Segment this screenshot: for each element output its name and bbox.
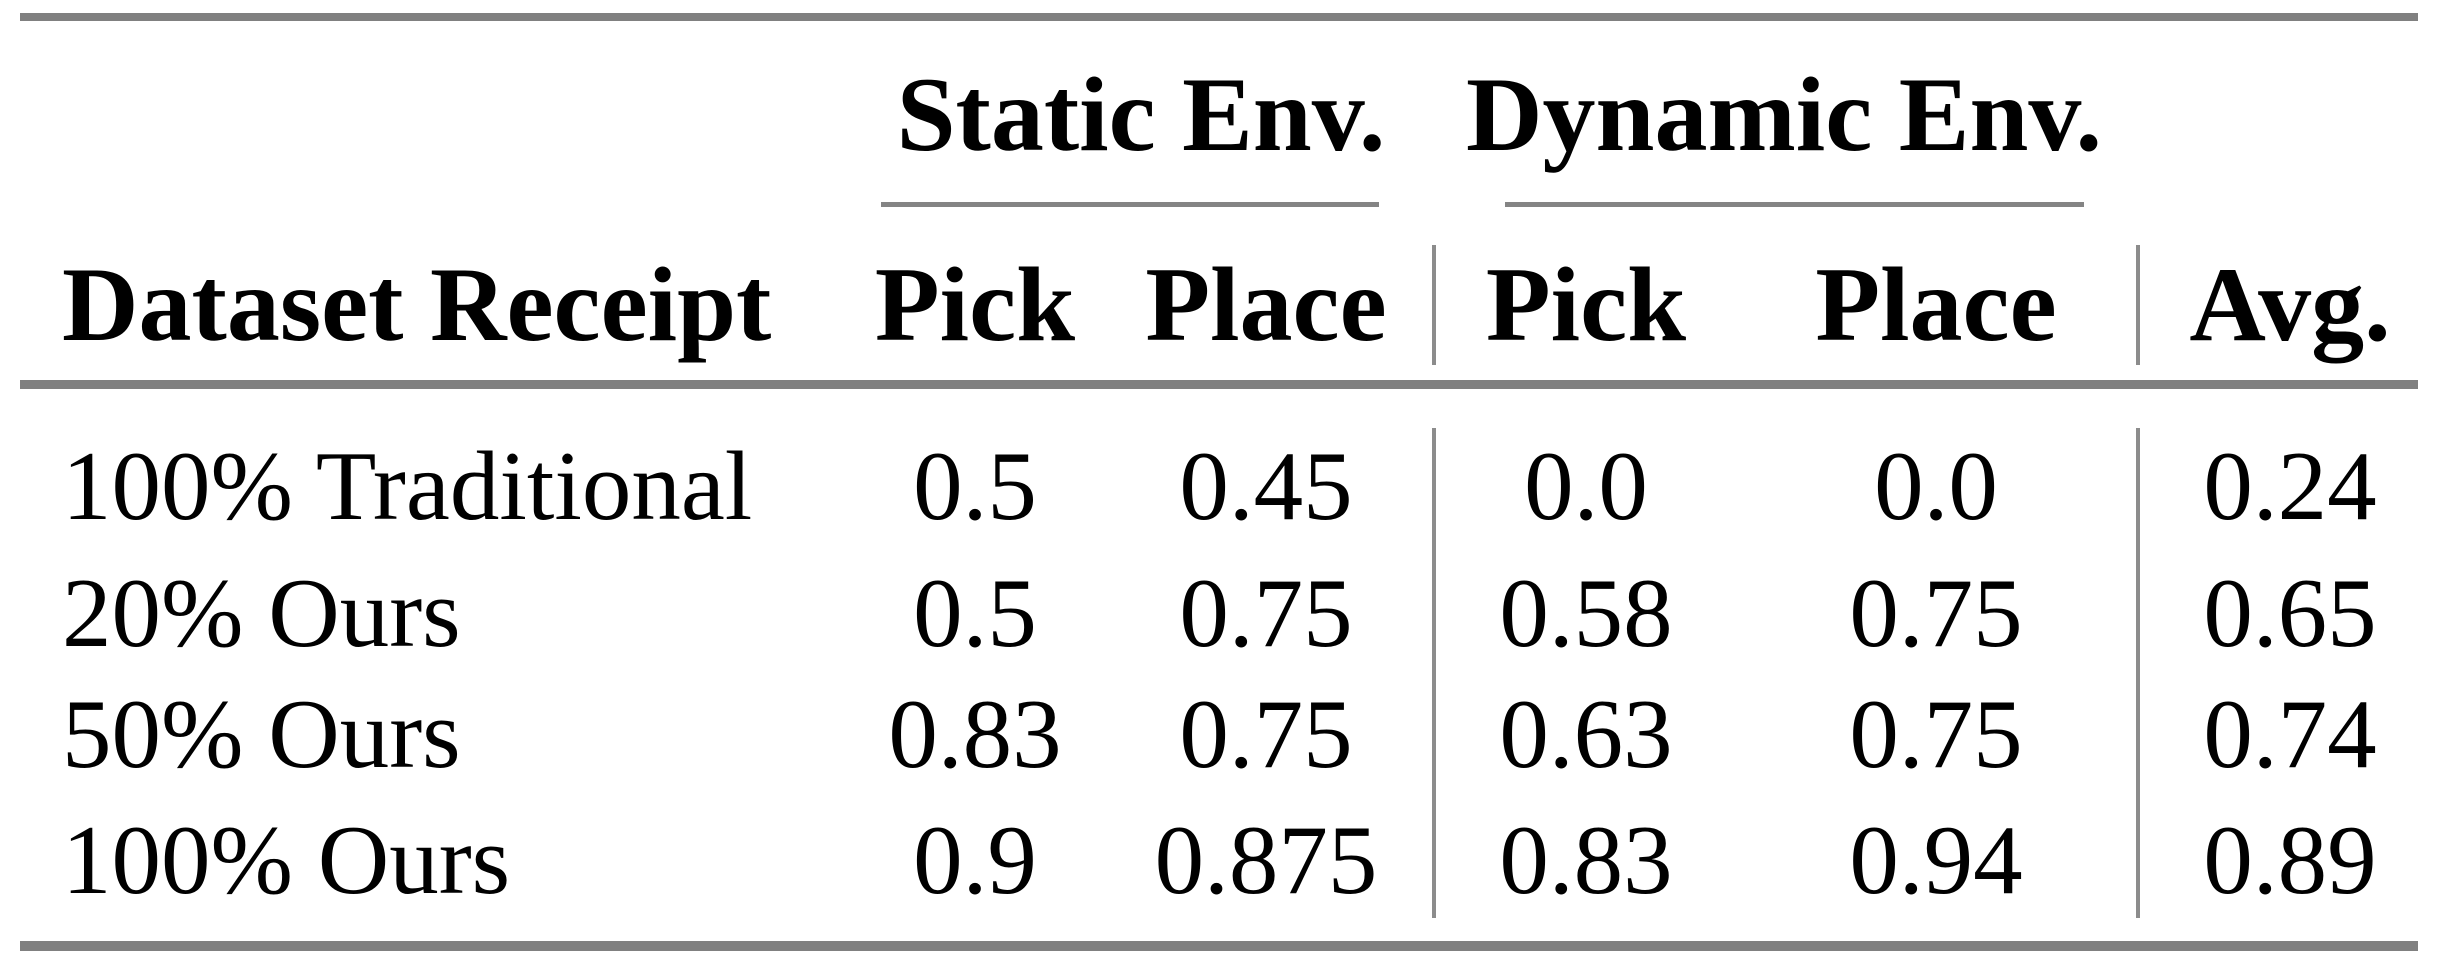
vertical-rule-static-dynamic-body: [1432, 428, 1436, 918]
avg-value: 0.74: [2203, 679, 2377, 789]
static-place-value: 0.875: [1154, 805, 1378, 915]
dynamic-place-value: 0.0: [1874, 431, 1998, 541]
row-label: 100% Traditional: [62, 431, 753, 541]
static-pick-value: 0.5: [913, 431, 1037, 541]
mid-rule: [20, 380, 2418, 389]
column-header-static-place: Place: [1145, 246, 1387, 363]
vertical-rule-avg-header: [2136, 245, 2140, 365]
top-rule: [20, 13, 2418, 21]
column-header-dynamic-pick: Pick: [1485, 246, 1687, 363]
column-header-dynamic-place: Place: [1815, 246, 2057, 363]
static-place-value: 0.45: [1179, 431, 1353, 541]
column-header-avg: Avg.: [2189, 246, 2391, 363]
static-pick-value: 0.9: [913, 805, 1037, 915]
column-header-static-pick: Pick: [874, 246, 1076, 363]
static-pick-value: 0.83: [888, 679, 1062, 789]
vertical-rule-avg-body: [2136, 428, 2140, 918]
static-place-value: 0.75: [1179, 679, 1353, 789]
cmidrule-dynamic: [1505, 202, 2084, 207]
row-label: 100% Ours: [62, 805, 511, 915]
row-label: 20% Ours: [62, 558, 461, 668]
dynamic-pick-value: 0.63: [1499, 679, 1673, 789]
bottom-rule: [20, 941, 2418, 951]
column-header-dataset-receipt: Dataset Receipt: [62, 246, 772, 363]
dynamic-pick-value: 0.83: [1499, 805, 1673, 915]
vertical-rule-static-dynamic-header: [1432, 245, 1436, 365]
group-header-static-env: Static Env.: [896, 56, 1386, 173]
dynamic-pick-value: 0.58: [1499, 558, 1673, 668]
row-label: 50% Ours: [62, 679, 461, 789]
dynamic-place-value: 0.75: [1849, 558, 2023, 668]
dynamic-place-value: 0.75: [1849, 679, 2023, 789]
dynamic-pick-value: 0.0: [1524, 431, 1648, 541]
static-place-value: 0.75: [1179, 558, 1353, 668]
dynamic-place-value: 0.94: [1849, 805, 2023, 915]
avg-value: 0.65: [2203, 558, 2377, 668]
static-pick-value: 0.5: [913, 558, 1037, 668]
cmidrule-static: [881, 202, 1379, 207]
avg-value: 0.24: [2203, 431, 2377, 541]
group-header-dynamic-env: Dynamic Env.: [1465, 56, 2103, 173]
avg-value: 0.89: [2203, 805, 2377, 915]
